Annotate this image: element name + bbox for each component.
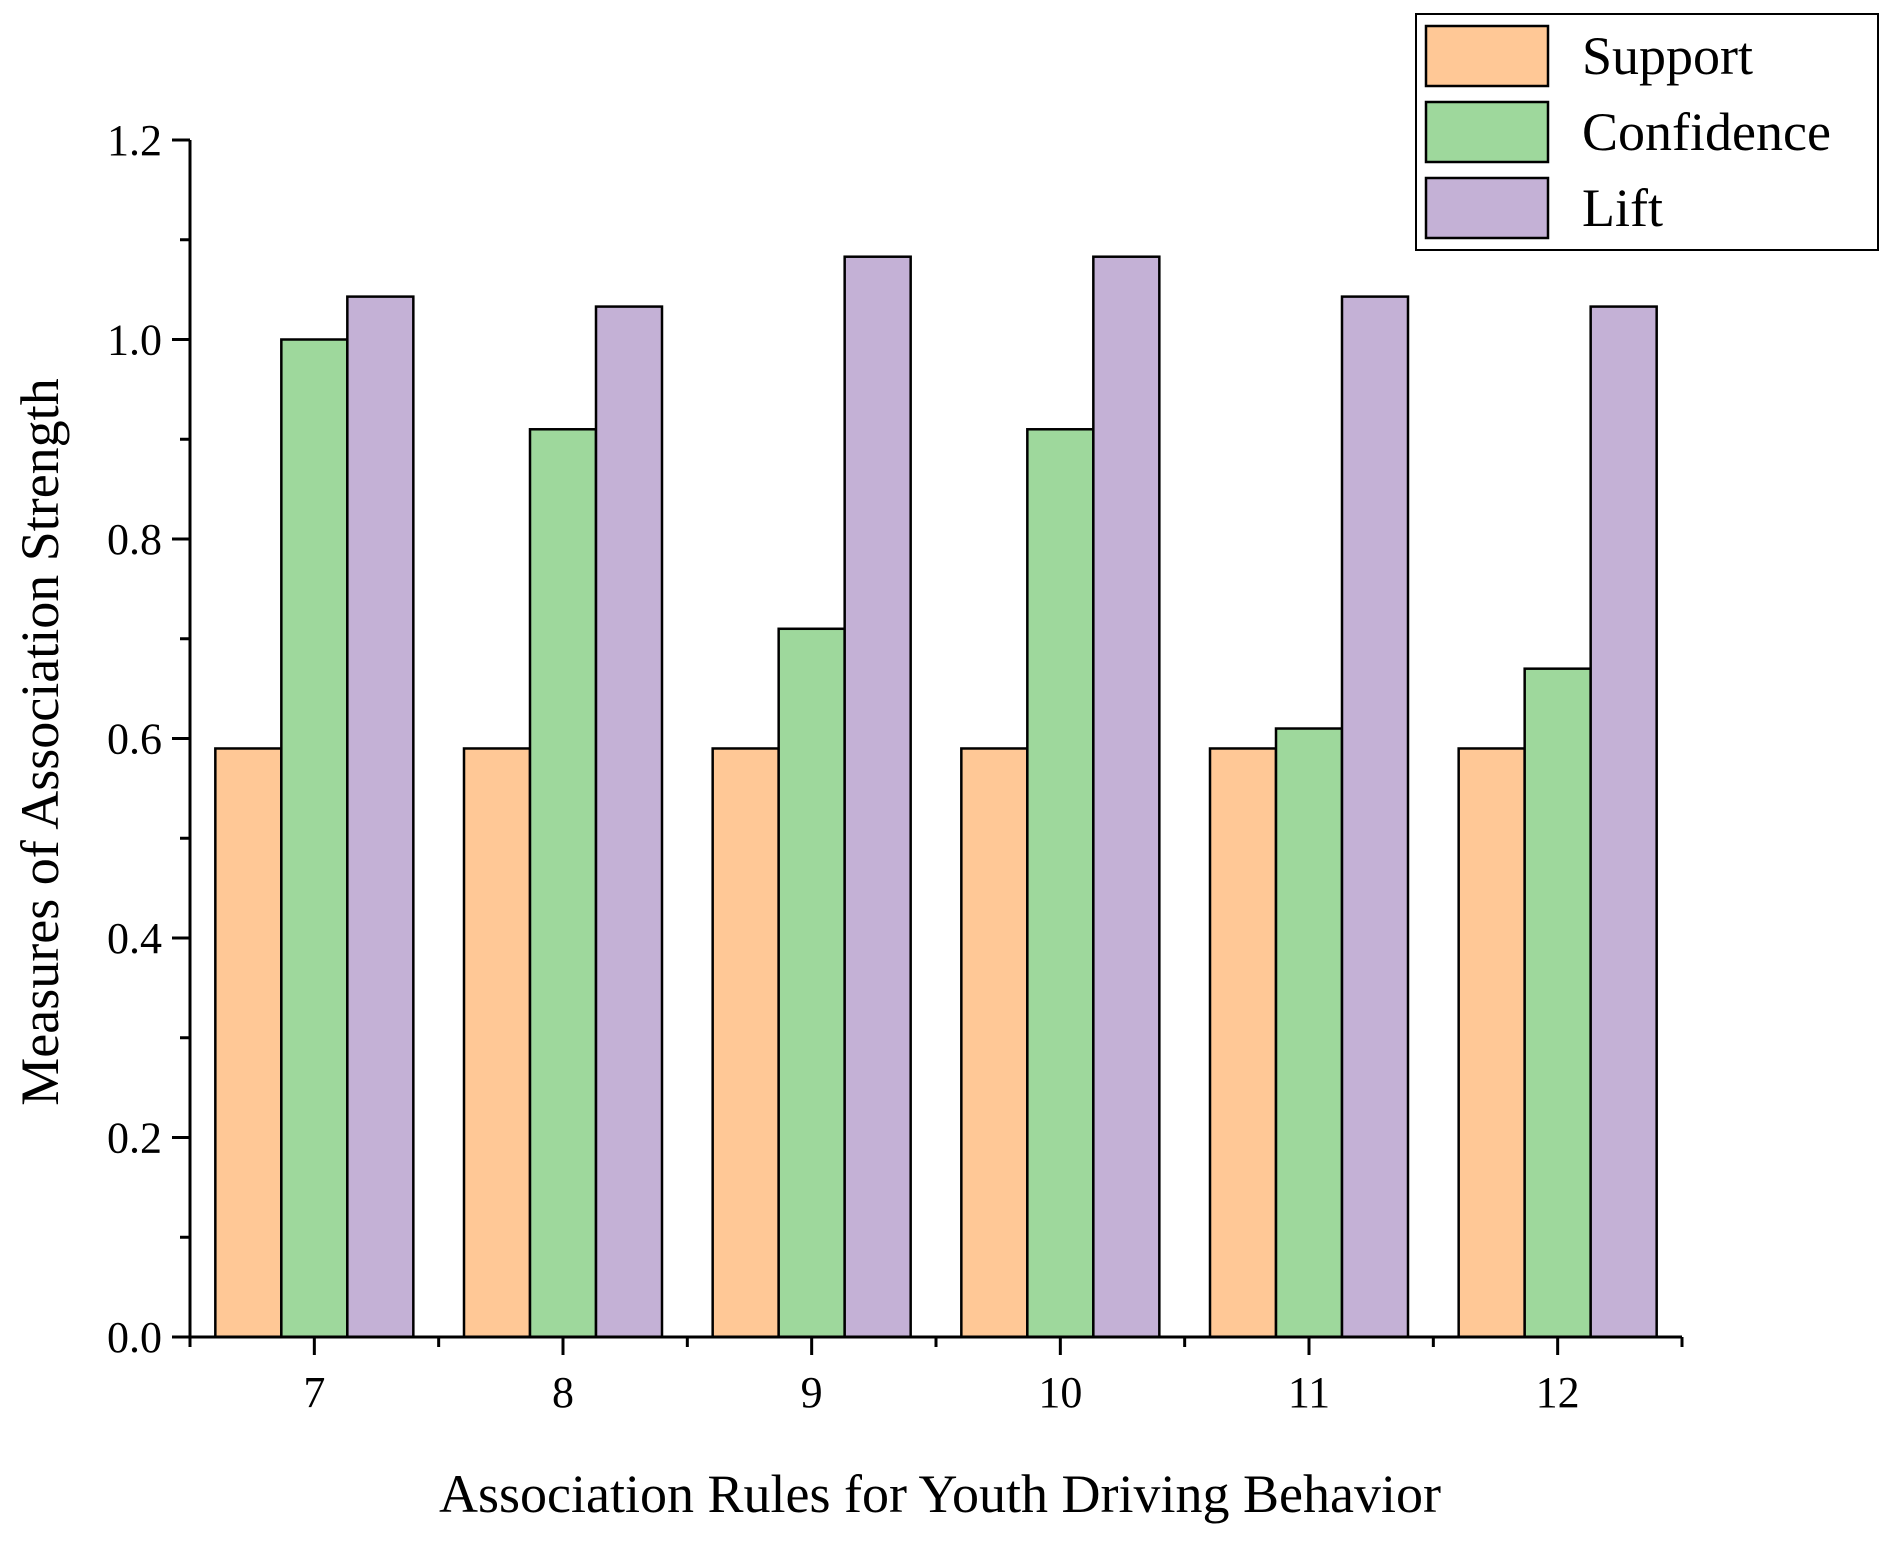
bar-lift-8 — [594, 305, 664, 1339]
y-tick-label: 0.0 — [107, 1313, 162, 1362]
legend-swatch-confidence — [1424, 100, 1550, 164]
bar-confidence-7 — [280, 338, 349, 1339]
bar-confidence-9 — [777, 627, 846, 1339]
x-tick-label: 7 — [303, 1368, 325, 1417]
bar-lift-7 — [346, 295, 415, 1339]
y-tick-label: 0.4 — [107, 914, 162, 963]
legend-label-support: Support — [1582, 26, 1753, 86]
bar-lift-9 — [843, 255, 912, 1339]
bar-support-10 — [960, 747, 1029, 1339]
y-tick-label: 1.0 — [107, 316, 162, 365]
legend-label-lift: Lift — [1582, 178, 1663, 238]
bar-confidence-11 — [1274, 727, 1344, 1339]
bar-lift-12 — [1589, 305, 1658, 1339]
legend-swatch-lift — [1424, 176, 1550, 240]
bar-support-9 — [711, 747, 780, 1339]
bar-support-11 — [1208, 747, 1278, 1339]
bar-confidence-8 — [528, 428, 598, 1339]
x-tick-label: 10 — [1038, 1368, 1082, 1417]
bar-support-12 — [1457, 747, 1526, 1339]
x-tick-label: 12 — [1536, 1368, 1580, 1417]
x-tick-label: 9 — [801, 1368, 823, 1417]
y-tick-label: 0.8 — [107, 515, 162, 564]
bar-support-8 — [462, 747, 532, 1339]
bar-support-7 — [214, 747, 283, 1339]
y-tick-label: 0.6 — [107, 715, 162, 764]
y-tick-label: 0.2 — [107, 1114, 162, 1163]
bar-confidence-10 — [1026, 428, 1095, 1339]
legend-swatch-support — [1424, 24, 1550, 88]
legend: Support Confidence Lift — [1415, 13, 1879, 251]
y-axis-title: Measures of Association Strength — [10, 378, 70, 1105]
x-tick-label: 8 — [552, 1368, 574, 1417]
bar-confidence-12 — [1523, 667, 1592, 1339]
x-tick-label: 11 — [1288, 1368, 1330, 1417]
legend-label-confidence: Confidence — [1582, 102, 1831, 162]
axes-layer: 0.0 0.2 0.4 0.6 0.8 1.0 1.2 7 8 9 10 11 12 — [107, 116, 1684, 1417]
y-tick-label: 1.2 — [107, 116, 162, 165]
x-axis-title: Association Rules for Youth Driving Beha… — [439, 1464, 1441, 1524]
bars-layer — [214, 255, 1658, 1339]
bar-lift-10 — [1092, 255, 1161, 1339]
bar-lift-11 — [1340, 295, 1410, 1339]
